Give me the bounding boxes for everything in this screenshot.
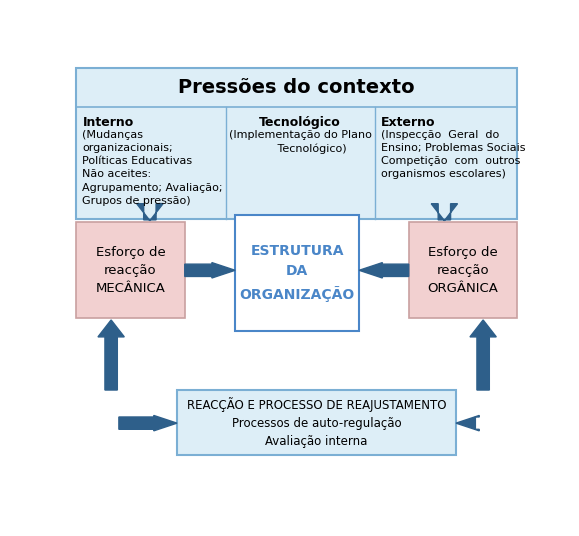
Text: Externo: Externo: [381, 116, 435, 129]
Text: (Mudanças
organizacionais;
Políticas Educativas
Não aceites:
Agrupamento; Avalia: (Mudanças organizacionais; Políticas Edu…: [82, 130, 223, 206]
Text: REACÇÃO E PROCESSO DE REAJUSTAMENTO
Processos de auto-regulação
Avaliação intern: REACÇÃO E PROCESSO DE REAJUSTAMENTO Proc…: [187, 397, 446, 448]
FancyBboxPatch shape: [76, 222, 185, 318]
Text: Pressões do contexto: Pressões do contexto: [178, 78, 415, 97]
Text: (Implementação do Plano
       Tecnológico): (Implementação do Plano Tecnológico): [229, 130, 372, 154]
FancyBboxPatch shape: [235, 215, 359, 331]
FancyBboxPatch shape: [177, 390, 456, 456]
Text: Esforço de
reacção
ORGÂNICA: Esforço de reacção ORGÂNICA: [427, 246, 499, 295]
FancyBboxPatch shape: [76, 68, 517, 219]
Polygon shape: [431, 204, 457, 221]
Polygon shape: [456, 415, 479, 431]
FancyBboxPatch shape: [409, 222, 517, 318]
Text: ESTRUTURA
DA
ORGANIZAÇÃO: ESTRUTURA DA ORGANIZAÇÃO: [240, 244, 355, 302]
Polygon shape: [98, 320, 124, 390]
Polygon shape: [137, 204, 163, 221]
Polygon shape: [185, 263, 235, 278]
Polygon shape: [119, 415, 177, 431]
Text: (Inspecção  Geral  do
Ensino; Problemas Sociais
Competição  com  outros
organism: (Inspecção Geral do Ensino; Problemas So…: [381, 130, 525, 180]
Text: Esforço de
reacção
MECÂNICA: Esforço de reacção MECÂNICA: [96, 246, 166, 295]
Polygon shape: [470, 320, 496, 390]
Text: Interno: Interno: [82, 116, 134, 129]
Text: Tecnológico: Tecnológico: [259, 116, 341, 129]
Polygon shape: [359, 263, 409, 278]
